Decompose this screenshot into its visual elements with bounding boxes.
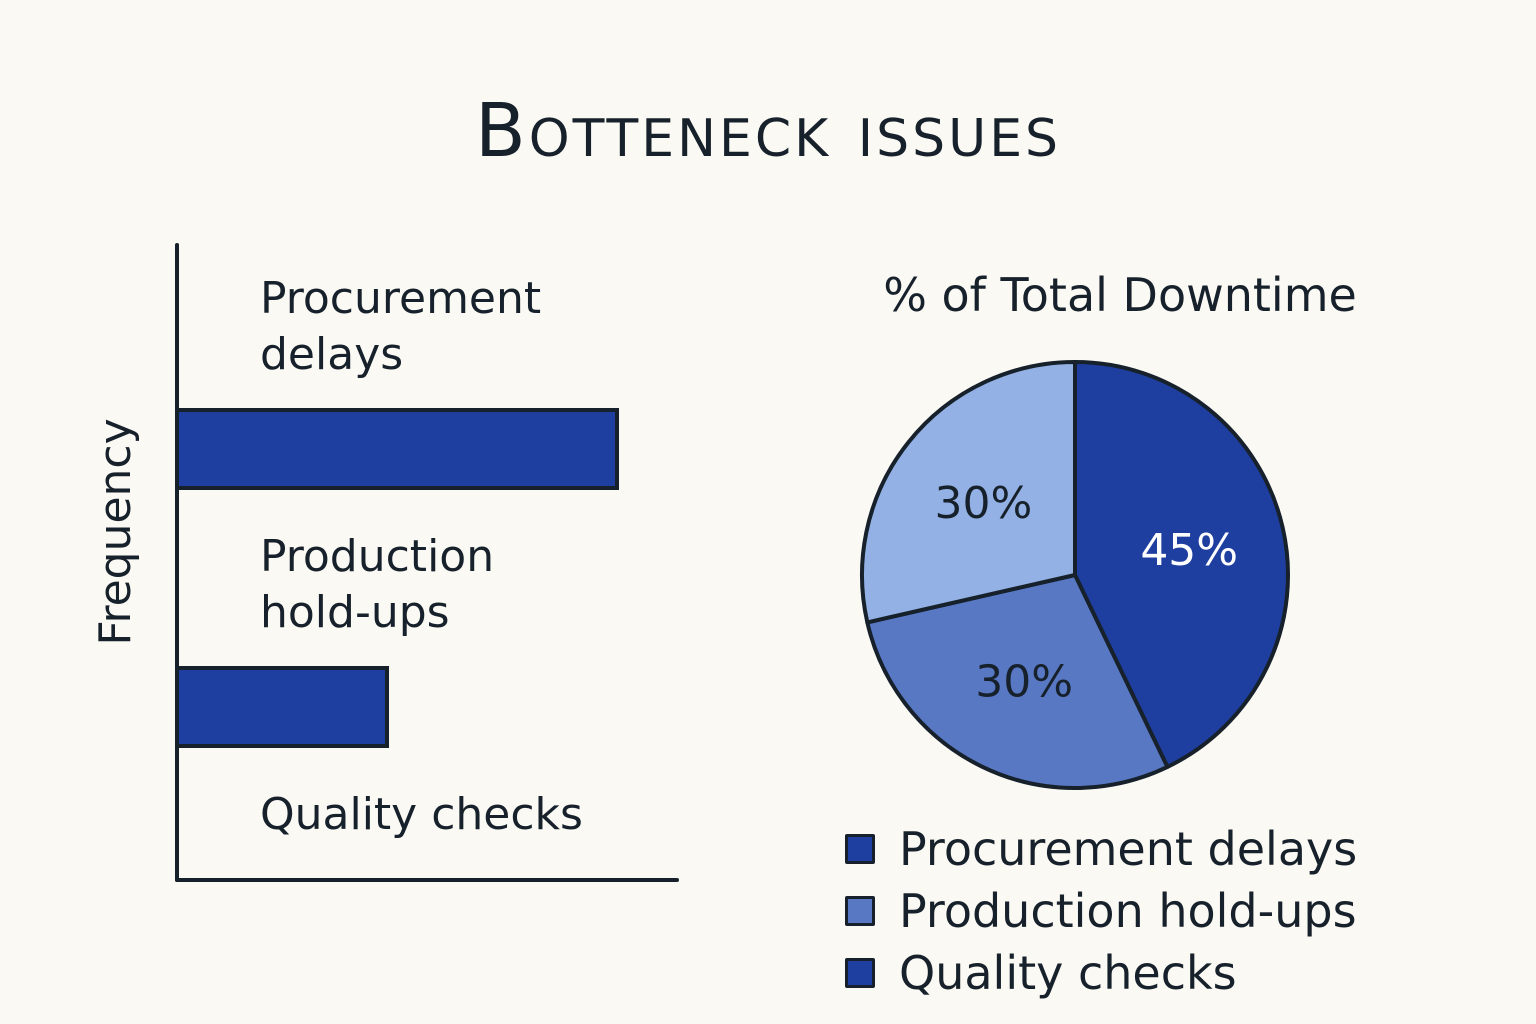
legend-item: Quality checks <box>845 942 1357 1004</box>
bar-category-label: hold-ups <box>260 587 450 638</box>
legend-swatch <box>845 896 875 926</box>
pie-slice-procurement-delays <box>1073 360 1291 769</box>
bar-procurement-delays <box>175 408 619 490</box>
pie-chart-title: % of Total Downtime <box>883 268 1357 322</box>
bar-category-label: delays <box>260 329 403 380</box>
legend-swatch <box>845 958 875 988</box>
bar-category-label: Procurement <box>260 273 541 324</box>
bar-production-hold-ups <box>175 666 389 748</box>
pie-slice-label: 30% <box>975 657 1073 708</box>
legend-label: Procurement delays <box>899 822 1358 876</box>
page-title: Botteneck issues <box>474 88 1062 174</box>
legend-swatch <box>845 834 875 864</box>
bar-category-label: Quality checks <box>260 789 583 840</box>
legend-label: Production hold-ups <box>899 884 1357 938</box>
pie-slice-label: 30% <box>935 478 1033 529</box>
pie-legend: Procurement delays Production hold-ups Qua… <box>845 818 1357 1004</box>
legend-label: Quality checks <box>899 946 1237 1000</box>
pie-slice-production-hold-ups <box>865 573 1170 791</box>
pie-slice-label: 45% <box>1140 525 1238 576</box>
legend-item: Production hold-ups <box>845 880 1357 942</box>
bar-y-axis-label: Frequency <box>90 418 141 645</box>
bar-category-label: Production <box>260 531 494 582</box>
legend-item: Procurement delays <box>845 818 1357 880</box>
pie-slice-quality-checks <box>860 360 1077 625</box>
